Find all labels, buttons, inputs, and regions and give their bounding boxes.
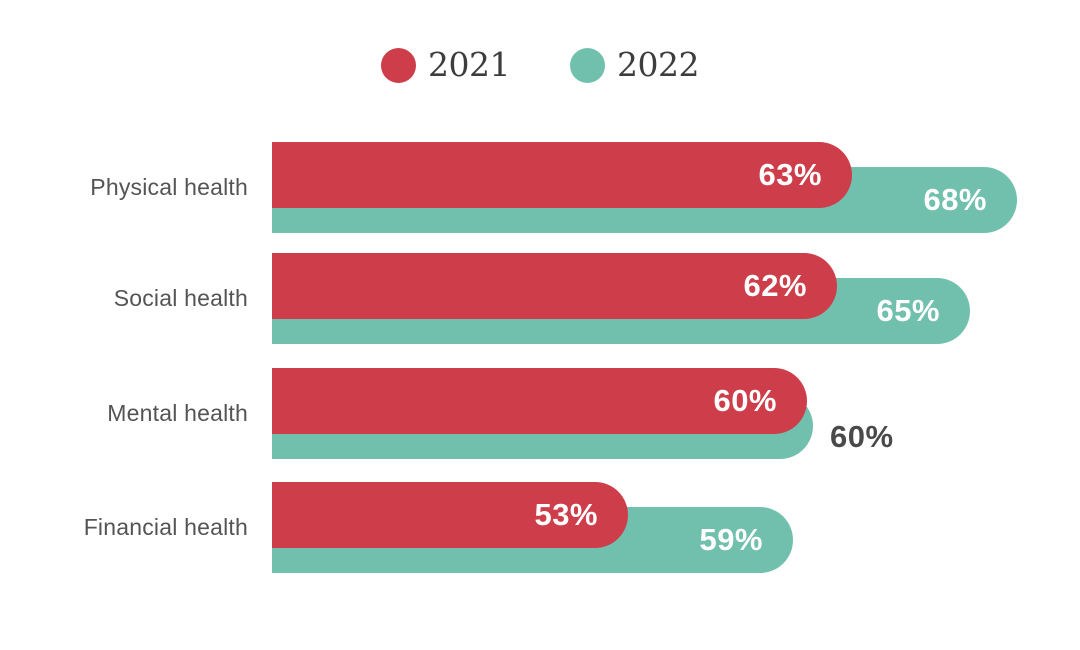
bar-2021-social-health: 62% [272, 253, 837, 319]
legend-dot-2021-icon [381, 47, 417, 83]
bar-value-2021-financial-health: 53% [534, 497, 598, 532]
legend-label-2021: 2021 [428, 45, 510, 84]
legend: 2021 2022 [0, 46, 1080, 84]
bar-2021-mental-health: 60% [272, 368, 807, 434]
category-label-mental-health: Mental health [107, 400, 248, 426]
category-label-financial-health: Financial health [83, 514, 248, 540]
legend-item-2022: 2022 [570, 46, 699, 84]
bar-value-2022-mental-health: 60% [830, 419, 894, 454]
category-label-social-health: Social health [113, 285, 248, 311]
legend-label-2022: 2022 [617, 45, 699, 84]
bar-2021-physical-health: 63% [272, 142, 852, 208]
legend-item-2021: 2021 [381, 46, 510, 84]
bar-2021-financial-health: 53% [272, 482, 628, 548]
category-label-physical-health: Physical health [90, 174, 248, 200]
bar-value-2021-physical-health: 63% [758, 157, 822, 192]
bar-value-2022-physical-health: 68% [923, 182, 987, 217]
bar-value-2022-financial-health: 59% [699, 522, 763, 557]
bar-value-2021-mental-health: 60% [713, 383, 777, 418]
bar-value-2022-social-health: 65% [876, 293, 940, 328]
legend-dot-2022-icon [570, 47, 605, 83]
bar-value-2021-social-health: 62% [743, 268, 807, 303]
